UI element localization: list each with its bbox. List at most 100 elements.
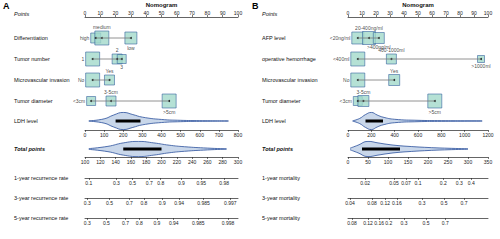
svg-text:0.7: 0.7	[122, 220, 129, 226]
svg-text:0.08: 0.08	[347, 220, 357, 226]
svg-text:Microvascular invasion: Microvascular invasion	[262, 77, 318, 83]
svg-text:2: 2	[116, 47, 119, 53]
svg-text:70: 70	[189, 10, 195, 16]
svg-text:0.98: 0.98	[219, 180, 229, 186]
svg-text:70: 70	[443, 10, 449, 16]
svg-text:400: 400	[390, 132, 399, 138]
svg-text:<20ng/ml: <20ng/ml	[330, 35, 351, 41]
svg-text:0.998: 0.998	[222, 220, 235, 226]
svg-text:0: 0	[347, 132, 350, 138]
svg-text:0.9: 0.9	[153, 220, 160, 226]
svg-text:>1000ml: >1000ml	[471, 63, 490, 69]
svg-text:50: 50	[415, 10, 421, 16]
svg-text:<3cm: <3cm	[73, 98, 85, 104]
svg-text:0.7: 0.7	[146, 180, 153, 186]
svg-text:LDH level: LDH level	[14, 118, 38, 124]
svg-text:50: 50	[365, 159, 371, 165]
svg-text:operative hemorrhage: operative hemorrhage	[262, 56, 316, 62]
svg-text:0.4: 0.4	[468, 180, 475, 186]
svg-text:3-5cm: 3-5cm	[104, 89, 118, 95]
svg-text:500: 500	[176, 132, 185, 138]
svg-text:3-year mortality: 3-year mortality	[262, 195, 300, 201]
svg-text:0.1: 0.1	[85, 180, 92, 186]
svg-text:1000: 1000	[459, 132, 470, 138]
svg-text:3-year recurrence rate: 3-year recurrence rate	[14, 195, 68, 201]
svg-text:400: 400	[157, 132, 166, 138]
svg-text:40: 40	[401, 10, 407, 16]
svg-text:1: 1	[82, 56, 85, 62]
svg-text:0.5: 0.5	[423, 220, 430, 226]
svg-text:Total points: Total points	[262, 146, 293, 152]
svg-text:90: 90	[471, 10, 477, 16]
svg-text:AFP level: AFP level	[262, 35, 285, 41]
svg-text:0: 0	[84, 132, 87, 138]
svg-text:90: 90	[220, 10, 226, 16]
svg-text:0.8: 0.8	[136, 220, 143, 226]
svg-text:1200: 1200	[482, 132, 493, 138]
svg-text:Differentiation: Differentiation	[14, 35, 48, 41]
svg-text:30: 30	[128, 10, 134, 16]
svg-text:300: 300	[464, 159, 473, 165]
svg-text:Yes: Yes	[390, 68, 399, 74]
svg-text:100: 100	[100, 132, 109, 138]
svg-text:Tumor diameter: Tumor diameter	[262, 98, 301, 104]
svg-text:0.3: 0.3	[456, 180, 463, 186]
svg-text:<400ml: <400ml	[333, 56, 350, 62]
svg-text:30: 30	[387, 10, 393, 16]
svg-text:800: 800	[234, 132, 243, 138]
svg-text:0.9: 0.9	[178, 180, 185, 186]
svg-text:0.997: 0.997	[224, 200, 237, 206]
svg-text:0.3: 0.3	[84, 200, 91, 206]
svg-text:Points: Points	[14, 11, 30, 17]
svg-text:80: 80	[205, 10, 211, 16]
svg-text:180: 180	[142, 159, 151, 165]
svg-text:0.02: 0.02	[360, 180, 370, 186]
svg-text:LDH level: LDH level	[262, 118, 286, 124]
svg-text:100: 100	[384, 159, 393, 165]
svg-text:0.8: 0.8	[157, 180, 164, 186]
svg-text:0.3: 0.3	[401, 220, 408, 226]
svg-text:200: 200	[119, 132, 128, 138]
svg-text:400-1000ml: 400-1000ml	[378, 47, 404, 53]
svg-text:140: 140	[111, 159, 120, 165]
svg-text:0.7: 0.7	[461, 200, 468, 206]
svg-text:high: high	[80, 35, 90, 41]
svg-text:0.07: 0.07	[401, 180, 411, 186]
svg-text:Microvascular invasion: Microvascular invasion	[14, 77, 70, 83]
svg-text:0.2: 0.2	[385, 220, 392, 226]
svg-text:10: 10	[98, 10, 104, 16]
svg-text:0.95: 0.95	[196, 180, 206, 186]
svg-text:0.5: 0.5	[103, 220, 110, 226]
svg-text:0.5: 0.5	[441, 200, 448, 206]
svg-text:150: 150	[404, 159, 413, 165]
svg-text:3-5cm: 3-5cm	[356, 89, 370, 95]
svg-text:0.3: 0.3	[84, 220, 91, 226]
svg-text:0.16: 0.16	[374, 220, 384, 226]
svg-text:0: 0	[84, 10, 87, 16]
svg-text:Total points: Total points	[14, 146, 45, 152]
svg-text:300: 300	[234, 159, 243, 165]
svg-text:>5cm: >5cm	[163, 109, 175, 115]
svg-text:0.1: 0.1	[415, 180, 422, 186]
svg-text:0.2: 0.2	[440, 180, 447, 186]
svg-text:0.5: 0.5	[129, 180, 136, 186]
svg-text:200: 200	[367, 132, 376, 138]
svg-text:100: 100	[81, 159, 90, 165]
svg-text:0.3: 0.3	[113, 180, 120, 186]
svg-text:0.12: 0.12	[363, 220, 373, 226]
svg-text:100: 100	[234, 10, 243, 16]
svg-text:>5cm: >5cm	[429, 109, 441, 115]
svg-text:800: 800	[437, 132, 446, 138]
svg-text:20-400ng/ml: 20-400ng/ml	[355, 25, 383, 31]
svg-text:0.04: 0.04	[345, 200, 355, 206]
svg-text:<3cm: <3cm	[340, 98, 352, 104]
svg-text:0.05: 0.05	[389, 180, 399, 186]
svg-text:A: A	[3, 1, 10, 11]
svg-text:0.12: 0.12	[380, 200, 390, 206]
svg-text:280: 280	[219, 159, 228, 165]
svg-text:60: 60	[429, 10, 435, 16]
svg-text:Points: Points	[262, 11, 278, 17]
svg-text:1-year recurrence rate: 1-year recurrence rate	[14, 175, 68, 181]
svg-text:200: 200	[424, 159, 433, 165]
svg-text:0: 0	[347, 159, 350, 165]
